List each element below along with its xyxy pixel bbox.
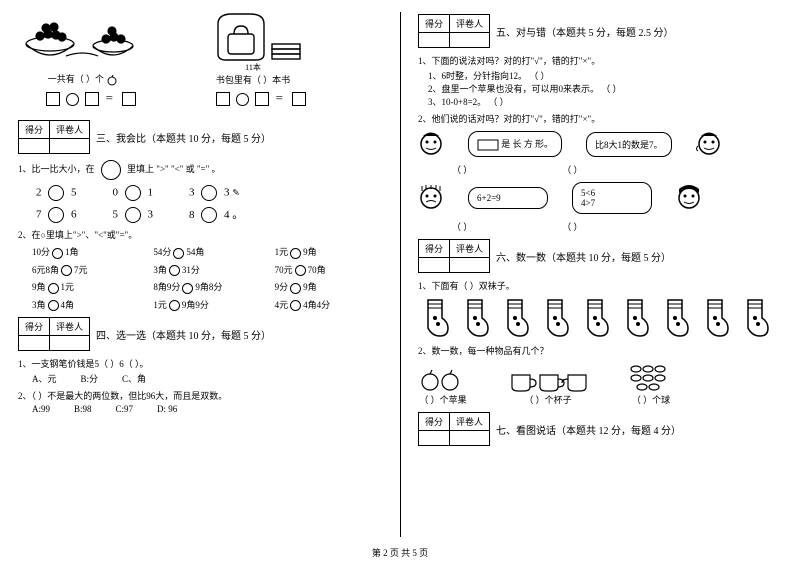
cups-item: （ ）个杯子 [508, 367, 588, 406]
section-4-title: 四、选一选（本题共 10 分，每题 5 分） [96, 327, 271, 342]
comp-row-2: 7 6 5 3 8 4 。 [36, 206, 382, 223]
s6-q2: 2、数一数，每一种物品有几个？ [418, 344, 782, 357]
s6-q1: 1、下面有（ ）双袜子。 [418, 279, 782, 292]
score-box-4: 得分评卷人 四、选一选（本题共 10 分，每题 5 分） [18, 317, 382, 351]
face-icon-4 [676, 185, 702, 211]
backpack-icon [198, 8, 308, 66]
face-icon-2 [696, 131, 722, 157]
score-box-7: 得分评卷人 七、看图说话（本题共 12 分，每题 4 分） [418, 412, 782, 446]
s4-q1-opts: A、元B:分C、角 [32, 372, 382, 385]
socks-row [418, 298, 782, 338]
sock-icon [418, 298, 452, 338]
sock-icon [658, 298, 692, 338]
bubble-row-1: 是 长 方 形。 比8大1的数是7。 [418, 131, 782, 157]
apples-icon [418, 367, 468, 393]
books-count: 11本 [198, 62, 308, 73]
cups-icon [508, 367, 588, 393]
equation-boxes-1: = [34, 90, 148, 106]
bubble-1: 是 长 方 形。 [468, 131, 562, 157]
balls-item: （ ）个球 [628, 363, 674, 406]
equation-boxes-2: = [214, 90, 308, 106]
bubble-2: 比8大1的数是7。 [586, 132, 672, 157]
img1-caption: 一共有（ ）个 [48, 74, 104, 84]
sock-icon [578, 298, 612, 338]
reviewer-label: 评卷人 [50, 121, 90, 139]
sock-icon [538, 298, 572, 338]
score-box-3: 得分评卷人 三、我会比（本题共 10 分，每题 5 分） [18, 120, 382, 154]
s5-i3: 3、10-0+8=2。 （ ） [428, 95, 782, 108]
s5-i2: 2、盘里一个苹果也没有，可以用0来表示。 （ ） [428, 82, 782, 95]
score-box-6: 得分评卷人 六、数一数（本题共 10 分，每题 5 分） [418, 239, 782, 273]
money-grid: 10分1角54分54角1元9角6元8角7元 3角31分70元70角9角1元8角9… [32, 245, 382, 311]
section-5-title: 五、对与错（本题共 5 分，每题 2.5 分） [496, 24, 674, 39]
backpack-block: 11本 书包里有（ ）本书 = [198, 8, 308, 114]
sock-icon [618, 298, 652, 338]
s3-q2: 2、在○里填上">"、"<"或"="。 [18, 228, 382, 241]
bubble-row-2: 6+2=9 5<6 4>7 [418, 182, 782, 214]
bubble-3: 6+2=9 [468, 187, 548, 209]
sock-icon [498, 298, 532, 338]
s5-i1: 1、6时整，分针指向12。 （ ） [428, 69, 782, 82]
s3-q1: 1、比一比大小，在 里填上 ">" "<" 或 "=" 。 [18, 160, 382, 180]
s4-q1: 1、一支钢笔价钱是5（ ）6（ ）。 [18, 357, 382, 370]
score-label: 得分 [19, 121, 50, 139]
sock-icon [698, 298, 732, 338]
bubble-4: 5<6 4>7 [572, 182, 652, 214]
score-box-5: 得分评卷人 五、对与错（本题共 5 分，每题 2.5 分） [418, 14, 782, 48]
section-3-title: 三、我会比（本题共 10 分，每题 5 分） [96, 130, 271, 145]
paren-row-2: （ ）（ ） [452, 220, 782, 233]
s4-q2-opts: A:99B:98C:97D: 96 [32, 404, 382, 414]
section-7-title: 七、看图说话（本题共 12 分，每题 4 分） [496, 422, 681, 437]
page-footer: 第 2 页 共 5 页 [0, 546, 800, 559]
fruit-bowls-block: 一共有（ ）个 = [18, 14, 148, 114]
img2-caption: 书包里有（ ）本书 [198, 73, 308, 86]
count-row: （ ）个苹果 （ ）个杯子 （ ）个球 [418, 363, 782, 406]
apples-item: （ ）个苹果 [418, 367, 468, 406]
balls-icon [628, 363, 674, 393]
s5-q1: 1、下面的说法对吗？对的打"√"，错的打"×"。 [418, 54, 782, 67]
top-images: 一共有（ ）个 = 11本 书包里有（ ）本书 = [18, 8, 382, 114]
sock-icon [738, 298, 772, 338]
apple-icon [106, 74, 118, 86]
paren-row-1: （ ）（ ） [452, 163, 782, 176]
face-icon-1 [418, 131, 444, 157]
fruit-bowls-icon [18, 14, 148, 72]
s5-q2: 2、他们说的话对吗？对的打"√"，错的打"×"。 [418, 112, 782, 125]
s4-q2: 2、（ ）不是最大的两位数，但比96大，而且是双数。 [18, 389, 382, 402]
section-6-title: 六、数一数（本题共 10 分，每题 5 分） [496, 249, 671, 264]
comp-row-1: 2 5 0 1 3 3 ✎ [36, 185, 382, 201]
left-column: 一共有（ ）个 = 11本 书包里有（ ）本书 = 得分评卷人 三、我会比（本题… [0, 0, 400, 540]
right-column: 得分评卷人 五、对与错（本题共 5 分，每题 2.5 分） 1、下面的说法对吗？… [400, 0, 800, 540]
face-icon-3 [418, 185, 444, 211]
sock-icon [458, 298, 492, 338]
